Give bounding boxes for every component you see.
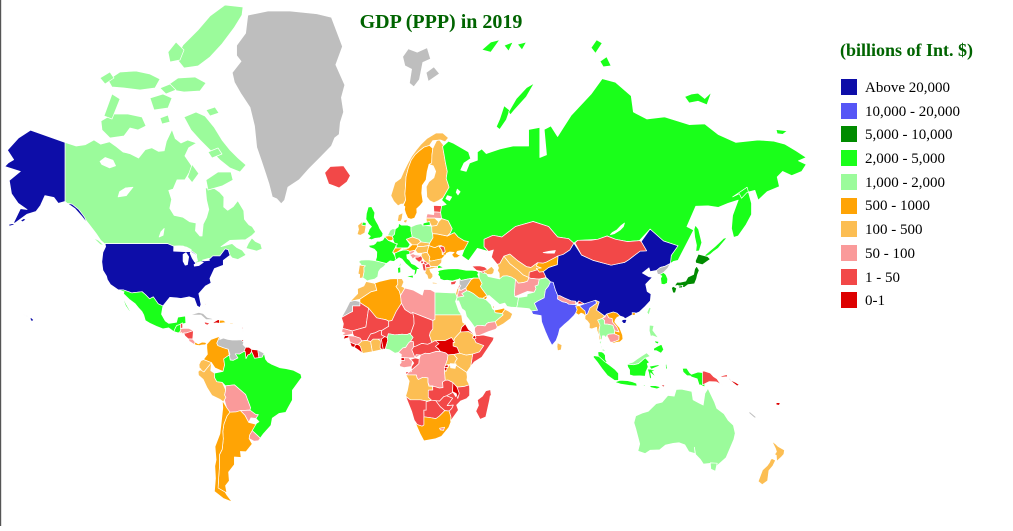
svg-text:50 - 100: 50 - 100: [865, 246, 915, 262]
svg-text:Above 20,000: Above 20,000: [865, 80, 950, 96]
svg-text:GDP (PPP) in 2019: GDP (PPP) in 2019: [360, 11, 523, 33]
svg-text:100 - 500: 100 - 500: [865, 222, 923, 238]
svg-text:1,000 - 2,000: 1,000 - 2,000: [865, 175, 945, 191]
svg-text:1 - 50: 1 - 50: [865, 270, 900, 286]
svg-text:0-1: 0-1: [865, 293, 885, 309]
svg-text:2,000 - 5,000: 2,000 - 5,000: [865, 151, 945, 167]
svg-text:10,000 - 20,000: 10,000 - 20,000: [865, 104, 960, 120]
svg-text:(billions of Int. $): (billions of Int. $): [840, 40, 973, 61]
svg-text:500 - 1000: 500 - 1000: [865, 198, 930, 214]
svg-text:5,000 - 10,000: 5,000 - 10,000: [865, 127, 953, 143]
